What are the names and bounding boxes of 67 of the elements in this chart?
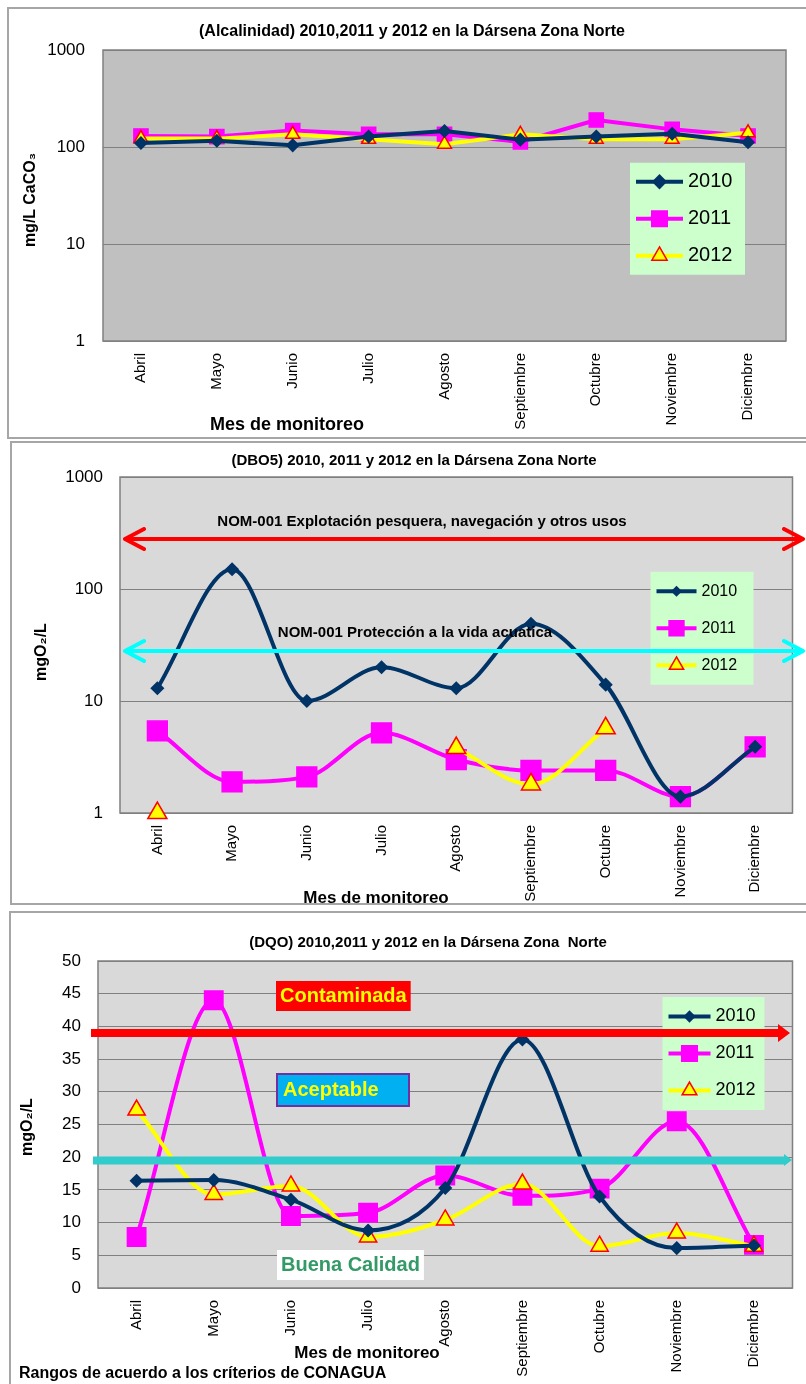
x-tick-label: Junio bbox=[282, 353, 300, 389]
x-tick-label: Septiembre bbox=[510, 353, 528, 430]
legend-label: 2012 bbox=[688, 243, 733, 266]
x-tick-label: Mayo bbox=[206, 353, 224, 390]
y-tick-label: 10 bbox=[66, 233, 85, 253]
y-tick-label: 45 bbox=[62, 983, 81, 1003]
y-tick-label: 35 bbox=[62, 1048, 81, 1068]
y-tick-label: 20 bbox=[62, 1146, 81, 1166]
x-tick-label: Abril bbox=[147, 825, 165, 856]
annotation: Contaminada bbox=[280, 983, 408, 1006]
legend-label: 2011 bbox=[701, 618, 737, 636]
x-tick-label: Octubre bbox=[589, 1300, 607, 1354]
legend-label: 2010 bbox=[688, 169, 733, 192]
x-tick-label: Julio bbox=[371, 825, 389, 856]
x-tick-label: Noviembre bbox=[666, 1300, 684, 1373]
y-tick-label: 100 bbox=[56, 136, 85, 156]
chart-title: (DQO) 2010,2011 y 2012 en la Dársena Zona Norte bbox=[249, 933, 607, 951]
x-tick-label: Noviembre bbox=[662, 353, 680, 426]
y-tick-label: 1 bbox=[93, 802, 103, 822]
x-tick-label: Diciembre bbox=[738, 353, 756, 421]
x-tick-label: Diciembre bbox=[745, 825, 763, 893]
y-tick-label: 25 bbox=[62, 1114, 81, 1134]
chart-title: (DBO5) 2010, 2011 y 2012 en la Dársena Zona Norte bbox=[231, 451, 597, 469]
text: Rangos de acuerdo a los críterios de CONAGUA bbox=[19, 1364, 387, 1382]
x-tick-label: Agosto bbox=[434, 353, 452, 400]
x-tick-label: Diciembre bbox=[744, 1300, 762, 1368]
y-tick-label: 100 bbox=[74, 578, 103, 598]
y-axis-title: mg/L CaCO₃ bbox=[21, 152, 39, 248]
y-tick-label: 10 bbox=[84, 690, 103, 710]
x-axis-title: Mes de monitoreo bbox=[303, 887, 449, 907]
x-tick-label: Mayo bbox=[203, 1300, 221, 1337]
legend-label: 2010 bbox=[715, 1005, 756, 1026]
x-tick-label: Abril bbox=[126, 1300, 144, 1331]
x-tick-label: Septiembre bbox=[521, 825, 539, 902]
annotation: Buena Calidad bbox=[281, 1252, 420, 1275]
x-tick-label: Noviembre bbox=[670, 825, 688, 898]
x-tick-label: Octubre bbox=[595, 825, 613, 879]
y-axis-title: mgO₂/L bbox=[18, 1097, 36, 1156]
y-tick-label: 15 bbox=[62, 1179, 81, 1199]
x-axis-title: Mes de monitoreo bbox=[209, 413, 365, 434]
chart-title: (Alcalinidad) 2010,2011 y 2012 en la Dársena Zona Norte bbox=[199, 22, 626, 40]
y-axis-title: mgO₂/L bbox=[32, 622, 50, 681]
x-tick-label: Junio bbox=[281, 1300, 299, 1336]
x-tick-label: Agosto bbox=[446, 825, 464, 872]
legend-label: 2011 bbox=[715, 1042, 755, 1063]
x-tick-label: Abril bbox=[131, 353, 149, 384]
y-tick-label: 1000 bbox=[65, 466, 103, 486]
x-tick-label: Mayo bbox=[222, 825, 240, 862]
y-tick-label: 10 bbox=[62, 1212, 81, 1232]
legend-label: 2012 bbox=[701, 655, 738, 673]
y-tick-label: 1 bbox=[75, 330, 85, 350]
x-tick-label: Julio bbox=[358, 1300, 376, 1331]
y-tick-label: 1000 bbox=[47, 39, 85, 59]
x-tick-label: Octubre bbox=[586, 353, 604, 407]
y-tick-label: 50 bbox=[62, 950, 81, 970]
x-tick-label: Septiembre bbox=[512, 1300, 530, 1377]
annotation: Aceptable bbox=[283, 1077, 379, 1100]
legend-label: 2010 bbox=[701, 581, 738, 599]
y-tick-label: 5 bbox=[71, 1244, 81, 1264]
y-tick-label: 0 bbox=[71, 1277, 81, 1297]
legend-label: 2011 bbox=[688, 206, 732, 229]
ref-line-label: NOM-001 Explotación pesquera, navegación y otros usos bbox=[217, 512, 627, 530]
legend-label: 2012 bbox=[715, 1079, 756, 1100]
y-tick-label: 40 bbox=[62, 1016, 81, 1036]
y-tick-label: 30 bbox=[62, 1081, 81, 1101]
x-tick-label: Junio bbox=[296, 825, 314, 861]
x-tick-label: Julio bbox=[358, 353, 376, 384]
